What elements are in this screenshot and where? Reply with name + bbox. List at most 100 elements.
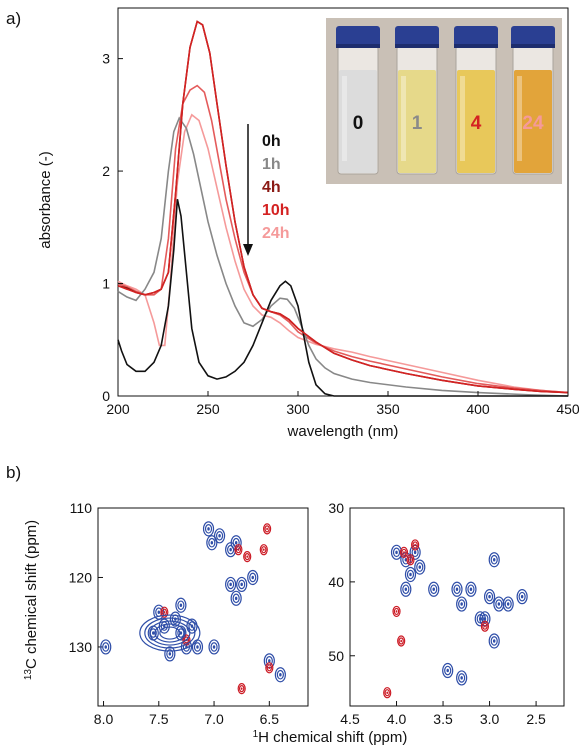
nmr-peak bbox=[502, 596, 514, 612]
nmr-peak bbox=[383, 687, 392, 699]
nmr-peak bbox=[213, 528, 226, 544]
nmr-peak-outer bbox=[400, 581, 412, 597]
nmr-x-label-sup: 1 bbox=[253, 729, 259, 740]
nmr-y-tick-label: 40 bbox=[328, 574, 344, 590]
nmr-peak bbox=[516, 589, 528, 605]
nmr-peak-mid bbox=[204, 524, 213, 534]
nmr-peak-mid bbox=[485, 591, 494, 602]
nmr-peak-outer bbox=[392, 605, 401, 618]
nmr-peak-core bbox=[395, 550, 398, 555]
vial-cap-rim bbox=[336, 44, 380, 48]
nmr-peak-outer bbox=[234, 544, 243, 556]
nmr-peak-core bbox=[469, 587, 473, 592]
nmr-cluster-contour bbox=[159, 626, 181, 640]
nmr-peak-outer bbox=[502, 596, 514, 612]
nmr-peak-outer bbox=[237, 683, 246, 695]
nmr-peak-core bbox=[229, 582, 232, 587]
uvvis-y-label: absorbance (-) bbox=[37, 151, 54, 249]
nmr-peak-mid bbox=[490, 636, 498, 646]
nmr-peak-mid bbox=[407, 556, 414, 564]
nmr-peak bbox=[483, 589, 496, 605]
nmr-peak-mid bbox=[384, 689, 390, 697]
uvvis-chart: 200 250 300 350 400 450 0 1 2 3 wavelength (nm) a… bbox=[37, 7, 579, 440]
nmr-y-tick-label: 30 bbox=[328, 500, 344, 516]
nmr-cluster-contour bbox=[149, 620, 191, 646]
nmr-peak bbox=[404, 566, 417, 583]
nmr-peak bbox=[488, 633, 500, 649]
nmr-peak-mid bbox=[458, 673, 466, 683]
nmr-peak-outer bbox=[225, 576, 237, 593]
uvvis-x-label: wavelength (nm) bbox=[287, 423, 399, 440]
nmr-peak bbox=[175, 597, 187, 613]
nmr-y-tick-label: 110 bbox=[70, 500, 93, 516]
legend-entry-1h: 1h bbox=[262, 156, 281, 173]
nmr-peak-core bbox=[414, 543, 417, 547]
nmr-peak-mid bbox=[266, 664, 273, 672]
series-line-0h bbox=[117, 199, 568, 397]
nmr-peak-outer bbox=[202, 521, 215, 537]
nmr-peak bbox=[202, 521, 215, 537]
nmr-aromatic-frame bbox=[97, 507, 309, 707]
vial-label: 24 bbox=[522, 113, 544, 134]
vial-cap-rim bbox=[395, 44, 439, 48]
nmr-peak-mid bbox=[183, 636, 190, 644]
nmr-peak-core bbox=[497, 602, 501, 606]
nmr-peak-mid bbox=[416, 562, 424, 572]
nmr-peak-outer bbox=[442, 662, 454, 679]
nmr-peak bbox=[488, 552, 500, 568]
nmr-peak-outer bbox=[483, 589, 496, 605]
nmr-x-tick-label: 4.0 bbox=[387, 711, 407, 727]
nmr-peak-core bbox=[240, 582, 243, 587]
nmr-peak-mid bbox=[412, 541, 418, 549]
legend-entry-10h: 10h bbox=[262, 202, 290, 219]
nmr-peak-core bbox=[207, 527, 210, 531]
nmr-peak-outer bbox=[182, 634, 191, 646]
nmr-peak-core bbox=[409, 572, 412, 577]
nmr-peak bbox=[480, 620, 490, 632]
nmr-peak-core bbox=[418, 565, 422, 569]
legend-entry-0h: 0h bbox=[262, 133, 281, 150]
nmr-peak-core bbox=[266, 527, 268, 531]
nmr-peaks bbox=[100, 521, 528, 699]
nmr-peak-outer bbox=[160, 606, 169, 618]
nmr-peak-mid bbox=[227, 544, 235, 555]
nmr-peak bbox=[247, 569, 259, 586]
nmr-peak-outer bbox=[247, 569, 259, 586]
nmr-peak-core bbox=[413, 550, 417, 555]
nmr-peak-core bbox=[484, 624, 486, 628]
nmr-peak-outer bbox=[465, 581, 477, 597]
nmr-peak-core bbox=[279, 672, 282, 677]
nmr-peak-mid bbox=[227, 579, 235, 590]
nmr-peak-outer bbox=[397, 635, 406, 647]
nmr-peak-mid bbox=[210, 642, 218, 652]
nmr-peak-mid bbox=[504, 599, 512, 609]
nmr-peak bbox=[236, 576, 248, 593]
nmr-peak-mid bbox=[401, 548, 407, 556]
nmr-peak-core bbox=[104, 645, 107, 649]
nmr-peak-mid bbox=[232, 537, 240, 548]
nmr-peak-mid bbox=[232, 593, 240, 604]
nmr-peak-core bbox=[446, 668, 449, 673]
nmr-peak-outer bbox=[164, 646, 176, 662]
nmr-peak-outer bbox=[493, 596, 505, 612]
nmr-peak bbox=[399, 546, 409, 558]
nmr-peak-mid bbox=[393, 607, 400, 616]
nmr-peak-mid bbox=[249, 572, 257, 583]
nmr-peak-core bbox=[460, 676, 463, 680]
nmr-peak-core bbox=[455, 587, 459, 592]
nmr-y-label-sup: 13 bbox=[23, 669, 34, 681]
y-tick-label: 2 bbox=[102, 163, 110, 179]
nmr-x-tick-label: 6.5 bbox=[260, 711, 280, 727]
nmr-peak-outer bbox=[404, 566, 417, 583]
nmr-peak-core bbox=[395, 610, 398, 613]
nmr-x-tick-label: 3.0 bbox=[480, 711, 500, 727]
vial-4: 4 bbox=[454, 26, 498, 175]
nmr-peak-mid bbox=[177, 600, 185, 611]
vial-label: 4 bbox=[471, 113, 482, 134]
nmr-peak bbox=[406, 554, 415, 566]
nmr-peak-core bbox=[251, 575, 254, 580]
nmr-peak bbox=[182, 634, 191, 646]
nmr-peak-outer bbox=[399, 546, 409, 558]
nmr-peak bbox=[465, 581, 477, 597]
nmr-peak-outer bbox=[411, 539, 420, 551]
